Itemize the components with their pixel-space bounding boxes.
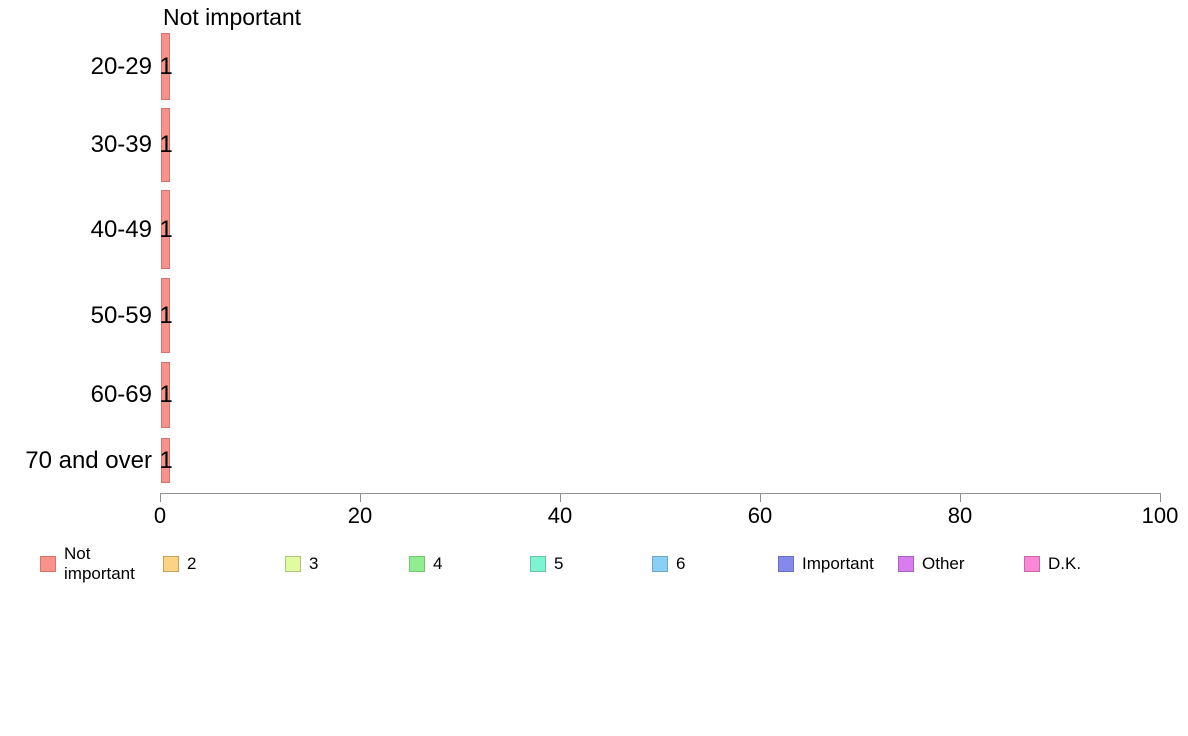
- legend-swatch-icon: [1024, 556, 1040, 572]
- legend-swatch-icon: [409, 556, 425, 572]
- x-axis-tick-label: 0: [153, 503, 167, 528]
- legend-label: 5: [554, 554, 564, 574]
- x-axis-tick: [960, 493, 961, 502]
- value-label: 1: [159, 52, 173, 80]
- legend-item: 5: [530, 543, 563, 585]
- legend-swatch-icon: [40, 556, 56, 572]
- x-axis-tick: [760, 493, 761, 502]
- x-axis-line: [160, 493, 1161, 494]
- legend-item: Other: [898, 543, 965, 585]
- legend-item: 2: [163, 543, 196, 585]
- legend-label: Not important: [64, 544, 135, 583]
- legend-label: 2: [187, 554, 197, 574]
- legend-item: 3: [285, 543, 318, 585]
- legend-swatch-icon: [163, 556, 179, 572]
- legend-swatch-icon: [530, 556, 546, 572]
- x-axis-tick: [1160, 493, 1161, 502]
- x-axis-tick-label: 80: [947, 503, 973, 528]
- legend-label: D.K.: [1048, 554, 1082, 574]
- legend-swatch-icon: [778, 556, 794, 572]
- x-axis-tick-label: 40: [547, 503, 573, 528]
- legend-label: 4: [433, 554, 443, 574]
- bar: [161, 108, 170, 182]
- x-axis-tick-label: 60: [747, 503, 773, 528]
- value-label: 1: [159, 446, 173, 474]
- legend-item: 6: [652, 543, 685, 585]
- value-label: 1: [159, 381, 173, 408]
- chart-title: Not important: [163, 4, 302, 30]
- bar: [161, 33, 170, 100]
- category-label: 50-59: [90, 301, 152, 329]
- category-label: 60-69: [90, 381, 152, 408]
- x-axis-tick: [560, 493, 561, 502]
- bar: [161, 362, 170, 428]
- legend-swatch-icon: [898, 556, 914, 572]
- value-label: 1: [159, 215, 173, 243]
- legend-label: Other: [922, 554, 965, 574]
- legend-item: D.K.: [1024, 543, 1081, 585]
- legend-item: Not important: [40, 543, 152, 585]
- category-label: 30-39: [90, 131, 152, 158]
- value-label: 1: [159, 131, 173, 158]
- legend-label: 6: [676, 554, 686, 574]
- legend-item: 4: [409, 543, 442, 585]
- legend-label: Important: [802, 554, 874, 574]
- legend-label: 3: [309, 554, 319, 574]
- legend-swatch-icon: [652, 556, 668, 572]
- legend-item: Important: [778, 543, 874, 585]
- value-label: 1: [159, 301, 173, 329]
- category-label: 40-49: [90, 215, 152, 243]
- bar: [161, 278, 170, 353]
- x-axis-tick: [360, 493, 361, 502]
- bar: [161, 190, 170, 269]
- bar: [161, 438, 170, 483]
- x-axis-tick-label: 100: [1141, 503, 1179, 528]
- category-label: 70 and over: [25, 446, 152, 474]
- x-axis-tick-label: 20: [347, 503, 373, 528]
- category-label: 20-29: [90, 52, 152, 80]
- x-axis-tick: [160, 493, 161, 502]
- legend-swatch-icon: [285, 556, 301, 572]
